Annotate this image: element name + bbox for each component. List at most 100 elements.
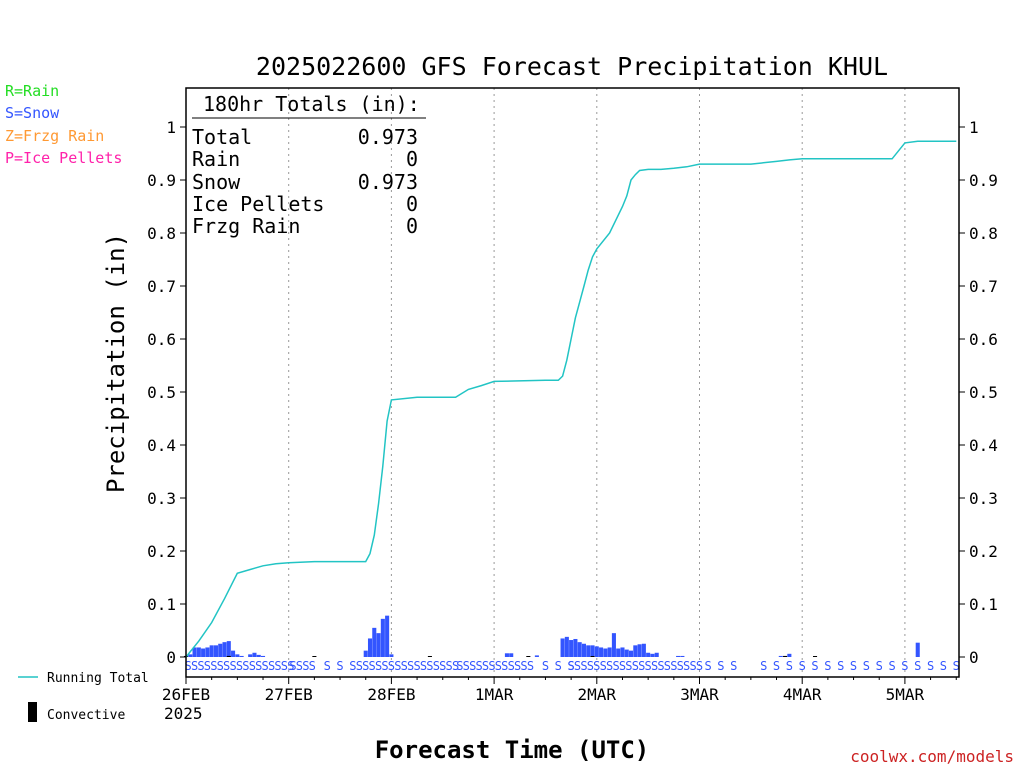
precip-type-symbol: S bbox=[587, 659, 594, 673]
snow-bar bbox=[239, 655, 244, 657]
precip-type-symbol: S bbox=[632, 659, 639, 673]
precip-type-symbol: S bbox=[683, 659, 690, 673]
precip-type-symbol: S bbox=[799, 659, 806, 673]
snow-bar bbox=[637, 644, 642, 657]
precip-type-symbol: S bbox=[600, 659, 607, 673]
precip-type-symbol: S bbox=[657, 659, 664, 673]
precip-type-symbol: S bbox=[287, 659, 294, 673]
snow-bar bbox=[235, 654, 240, 657]
x-axis-ticks: 26FEB 27FEB 28FEB 1MAR 2MAR 3MAR 4MAR 5MAR bbox=[162, 677, 957, 704]
precip-type-symbol: S bbox=[281, 659, 288, 673]
precip-type-symbol: S bbox=[625, 659, 632, 673]
precip-type-symbol: S bbox=[501, 659, 508, 673]
y-tick-label-right: 0.4 bbox=[969, 436, 998, 455]
snow-bar bbox=[367, 638, 373, 657]
precip-type-symbol: S bbox=[268, 659, 275, 673]
bottom-legend: Running Total Convective bbox=[18, 671, 149, 723]
legend-rain: R=Rain bbox=[5, 82, 59, 100]
precip-type-symbol: S bbox=[542, 659, 549, 673]
totals-rain-value: 0 bbox=[406, 147, 418, 171]
snow-bar bbox=[252, 652, 257, 657]
snow-bar bbox=[590, 645, 595, 657]
precip-type-symbol: S bbox=[863, 659, 870, 673]
x-axis-year: 2025 bbox=[164, 704, 203, 723]
snow-bar bbox=[680, 655, 685, 657]
legend-snow: S=Snow bbox=[5, 104, 60, 122]
snow-bar bbox=[654, 652, 659, 657]
snow-bar bbox=[599, 647, 604, 657]
precip-type-symbol: S bbox=[452, 659, 459, 673]
precip-type-symbol: S bbox=[413, 659, 420, 673]
snow-bar bbox=[389, 654, 394, 657]
precip-type-symbol: S bbox=[236, 659, 243, 673]
precip-type-symbol: S bbox=[670, 659, 677, 673]
precip-type-symbol: S bbox=[612, 659, 619, 673]
precip-bars bbox=[183, 615, 920, 657]
precip-type-symbol: S bbox=[580, 659, 587, 673]
convective-bar bbox=[813, 656, 818, 657]
precip-type-symbol: S bbox=[229, 659, 236, 673]
y-tick-label-left: 0.7 bbox=[147, 277, 176, 296]
y-tick-label-right: 0.8 bbox=[969, 224, 998, 243]
snow-bar bbox=[603, 648, 608, 657]
precip-type-symbol: S bbox=[914, 659, 921, 673]
precip-type-symbol: S bbox=[514, 659, 521, 673]
snow-bar bbox=[641, 643, 646, 657]
totals-total-value: 0.973 bbox=[358, 125, 418, 149]
x-axis-label: Forecast Time (UTC) bbox=[375, 736, 650, 764]
x-tick-label: 27FEB bbox=[265, 685, 313, 704]
precip-type-symbol: S bbox=[289, 659, 296, 673]
precip-type-symbol: S bbox=[488, 659, 495, 673]
precip-type-symbol: S bbox=[876, 659, 883, 673]
precip-type-symbol: S bbox=[953, 659, 960, 673]
precip-type-symbol: S bbox=[336, 659, 343, 673]
precip-type-symbol: S bbox=[593, 659, 600, 673]
precip-type-symbol: S bbox=[811, 659, 818, 673]
left-legend: R=Rain S=Snow Z=Frzg Rain P=Ice Pellets bbox=[5, 82, 122, 167]
convective-bar bbox=[427, 656, 432, 657]
precip-type-symbol: S bbox=[568, 659, 575, 673]
precip-type-symbol: S bbox=[837, 659, 844, 673]
precip-type-symbol: S bbox=[520, 659, 527, 673]
y-tick-label-right: 0.2 bbox=[969, 542, 998, 561]
precip-type-symbol: S bbox=[217, 659, 224, 673]
snow-bar bbox=[577, 642, 582, 657]
x-tick-label: 3MAR bbox=[680, 685, 719, 704]
precip-type-symbol: S bbox=[401, 659, 408, 673]
precip-type-symbol: S bbox=[420, 659, 427, 673]
x-tick-label: 2MAR bbox=[578, 685, 617, 704]
snow-bar bbox=[620, 647, 625, 657]
totals-box: 180hr Totals (in): Total 0.973 Rain 0 Sn… bbox=[192, 92, 426, 238]
totals-rain-label: Rain bbox=[192, 147, 240, 171]
precip-type-symbol: S bbox=[302, 659, 309, 673]
y-tick-label-right: 0.1 bbox=[969, 595, 998, 614]
precip-type-symbol: S bbox=[446, 659, 453, 673]
precip-type-symbol: S bbox=[362, 659, 369, 673]
snow-bar bbox=[915, 642, 920, 657]
totals-ice-pellets-label: Ice Pellets bbox=[192, 192, 324, 216]
precip-type-symbol: S bbox=[191, 659, 198, 673]
y-axis-ticks: 0 00.1 0.10.2 0.20.3 0.30.4 0.40.5 0.50.6 0.60.… bbox=[147, 118, 998, 667]
y-tick-label-left: 0.1 bbox=[147, 595, 176, 614]
precip-type-symbol: S bbox=[786, 659, 793, 673]
precip-type-symbol: S bbox=[426, 659, 433, 673]
snow-bar bbox=[188, 654, 193, 657]
precip-type-symbol: S bbox=[940, 659, 947, 673]
snow-bar bbox=[192, 647, 197, 657]
y-tick-label-left: 0.6 bbox=[147, 330, 176, 349]
precip-type-symbol: S bbox=[638, 659, 645, 673]
precip-type-symbol: S bbox=[439, 659, 446, 673]
x-tick-label: 28FEB bbox=[367, 685, 415, 704]
precip-type-symbol: S bbox=[324, 659, 331, 673]
y-tick-label-left: 1 bbox=[166, 118, 176, 137]
snow-bar bbox=[560, 638, 565, 657]
precip-type-symbol: S bbox=[568, 659, 575, 673]
precip-type-symbol: S bbox=[296, 659, 303, 673]
totals-frzg-rain-value: 0 bbox=[406, 214, 418, 238]
running-total-line bbox=[185, 140, 957, 658]
y-tick-label-right: 0.5 bbox=[969, 383, 998, 402]
snow-bar bbox=[676, 655, 681, 657]
precip-type-symbol: S bbox=[204, 659, 211, 673]
snow-bar bbox=[218, 643, 223, 657]
